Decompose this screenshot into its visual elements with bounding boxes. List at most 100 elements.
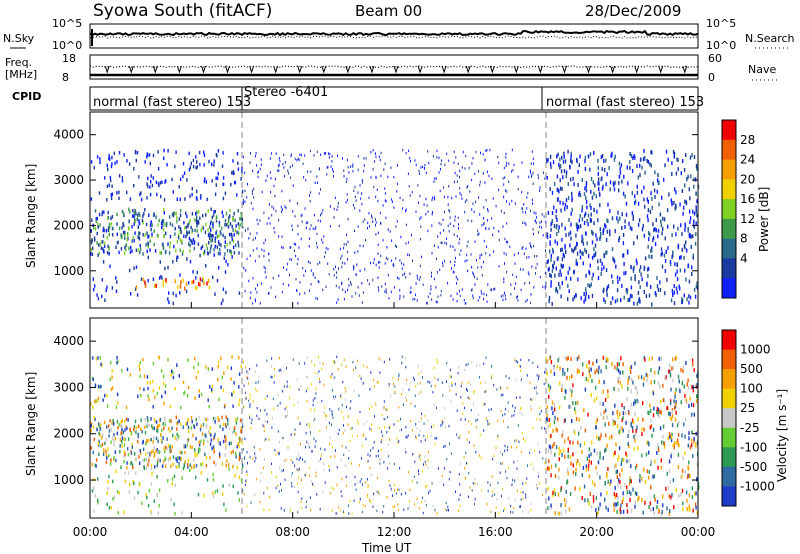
data-point [387, 274, 389, 277]
data-point [456, 180, 458, 183]
data-point [103, 448, 105, 452]
data-point [401, 355, 403, 359]
data-point [446, 152, 448, 156]
data-point [415, 436, 417, 440]
data-point [112, 479, 114, 484]
data-point [569, 440, 571, 445]
data-point [122, 430, 124, 434]
data-point [354, 185, 356, 189]
data-point [147, 418, 149, 423]
data-point [109, 377, 111, 382]
data-point [596, 368, 598, 373]
data-point [488, 408, 490, 412]
data-point [442, 421, 444, 424]
data-point [685, 361, 687, 366]
data-point [680, 492, 682, 497]
data-point [673, 290, 675, 295]
cpid-panel: CPID normal (fast stereo) 153 Stereo -64… [12, 85, 704, 111]
data-point [455, 156, 457, 159]
data-point [297, 224, 299, 228]
data-point [545, 158, 547, 161]
data-point [318, 370, 320, 373]
data-point [296, 159, 298, 162]
data-point [606, 472, 608, 477]
data-point [221, 226, 223, 231]
data-point [245, 366, 247, 369]
data-point [531, 174, 533, 177]
data-point [182, 466, 185, 471]
data-point [564, 159, 567, 164]
data-point [454, 260, 456, 264]
data-point [287, 414, 289, 417]
data-point [241, 189, 244, 194]
data-point [405, 396, 406, 399]
data-point [179, 238, 182, 242]
data-point [560, 263, 562, 268]
data-point [317, 297, 319, 300]
data-point [601, 186, 604, 191]
data-point [256, 232, 258, 235]
data-point [305, 389, 307, 393]
data-point [507, 387, 509, 390]
data-point [134, 219, 136, 224]
data-point [282, 390, 284, 393]
data-point [368, 212, 370, 215]
data-point [132, 465, 134, 470]
data-point [340, 394, 342, 398]
data-point [597, 218, 599, 223]
data-point [287, 446, 289, 449]
data-point [261, 248, 263, 251]
velocity-colorbar-label: Velocity [m s⁻¹] [775, 389, 789, 482]
data-point [632, 214, 634, 219]
data-point [677, 452, 680, 457]
data-point [566, 367, 569, 372]
data-point [173, 474, 176, 478]
data-point [532, 171, 534, 175]
data-point [359, 374, 361, 378]
data-point [479, 296, 481, 299]
data-point [118, 174, 121, 178]
data-point [553, 182, 556, 186]
data-point [188, 385, 190, 390]
data-point [127, 452, 130, 457]
data-point [656, 276, 658, 280]
data-point [123, 443, 126, 447]
data-point [142, 252, 144, 256]
data-point [545, 467, 547, 471]
data-point [490, 288, 492, 292]
data-point [480, 289, 482, 293]
data-point [99, 425, 102, 430]
data-point [346, 233, 348, 236]
data-point [308, 289, 310, 292]
data-point [654, 370, 656, 375]
data-point [628, 411, 630, 416]
data-point [625, 212, 628, 217]
data-point [278, 163, 280, 167]
data-point [436, 361, 438, 364]
data-point [178, 464, 180, 469]
data-point [124, 230, 126, 235]
beam-title: Beam 00 [355, 2, 422, 20]
data-point [271, 357, 273, 360]
data-point [232, 484, 234, 488]
data-point [341, 494, 343, 498]
data-point [263, 265, 265, 269]
data-point [115, 289, 118, 293]
data-point [252, 207, 254, 211]
data-point [459, 483, 461, 486]
data-point [529, 169, 531, 172]
data-point [505, 470, 507, 473]
data-point [539, 186, 541, 189]
data-point [207, 228, 209, 232]
data-point [371, 216, 373, 220]
data-point [582, 372, 584, 377]
data-point [692, 255, 694, 260]
data-point [427, 210, 429, 213]
data-point [589, 217, 592, 222]
data-point [168, 300, 170, 304]
data-point [668, 432, 671, 437]
data-point [388, 383, 390, 386]
data-point [270, 286, 272, 289]
data-point [343, 416, 345, 420]
data-point [550, 283, 552, 288]
